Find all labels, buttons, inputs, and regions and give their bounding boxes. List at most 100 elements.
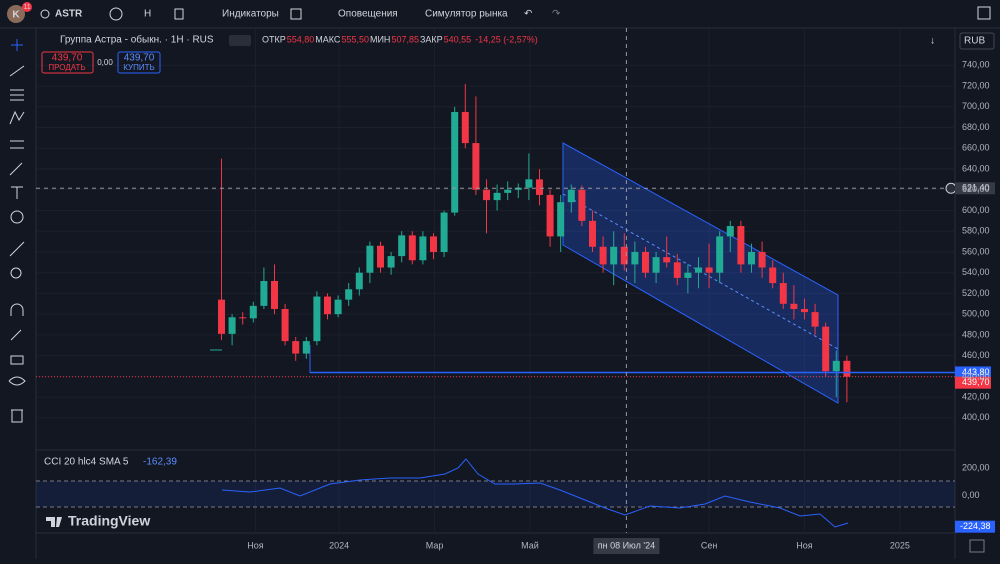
candle-body: [578, 189, 586, 221]
logo: TradingView: [68, 513, 150, 529]
pattern-tool[interactable]: [9, 110, 25, 125]
search-icon: [40, 9, 50, 19]
cci-band: [36, 481, 955, 507]
chart-type-icon[interactable]: [174, 8, 184, 20]
candle-body: [822, 326, 830, 372]
crosshair-price: 621,40: [962, 183, 990, 193]
symbol[interactable]: ASTR: [55, 9, 83, 20]
candle-body: [323, 296, 331, 315]
magnet-tool[interactable]: [10, 303, 24, 316]
sell-label: ПРОДАТЬ: [48, 63, 85, 72]
badge-count: 11: [23, 4, 30, 11]
candle-body: [610, 246, 618, 265]
left-tools: [8, 39, 26, 423]
close-label: ЗАКР: [420, 34, 443, 44]
legend-toggle[interactable]: [229, 35, 251, 46]
trash-tool[interactable]: [11, 409, 23, 423]
candle-body: [684, 272, 692, 278]
sell-button[interactable]: [41, 51, 94, 74]
forecast-tool[interactable]: [10, 140, 24, 149]
candle-body: [525, 179, 533, 188]
stay-drawing[interactable]: [10, 329, 22, 341]
avatar-letter: K: [12, 10, 20, 21]
zoom-tool[interactable]: [10, 267, 22, 279]
candle-body: [440, 212, 448, 252]
indicator-tick-label: 0,00: [962, 490, 980, 500]
lock-tool[interactable]: [10, 355, 24, 365]
candle-body: [716, 236, 724, 273]
candle-body: [504, 189, 512, 193]
candle-body: [419, 236, 427, 261]
layouts-icon[interactable]: [290, 8, 302, 20]
fib-tool[interactable]: [10, 89, 24, 101]
buy-button[interactable]: [117, 51, 161, 74]
redo[interactable]: ↷: [552, 9, 561, 20]
crosshair-time-bg: [593, 538, 660, 554]
candle-body: [376, 245, 384, 268]
price-tick-label: 740,00: [962, 60, 990, 70]
candle-body: [334, 299, 342, 315]
candle-body: [567, 189, 575, 203]
candle-body: [461, 111, 469, 144]
add-symbol[interactable]: [109, 7, 123, 21]
candle-body: [482, 189, 490, 201]
time-tick-label: 2024: [329, 540, 349, 550]
candle-body: [260, 280, 268, 306]
open-label: ОТКР: [262, 34, 286, 44]
price-tick-label: 460,00: [962, 350, 990, 360]
time-tick-label: Май: [521, 540, 539, 550]
candle-body: [779, 283, 787, 304]
last-price-label: 439,70: [962, 377, 990, 387]
trend-tool[interactable]: [9, 65, 25, 77]
candle-body: [694, 267, 702, 273]
interval[interactable]: Н: [144, 9, 151, 20]
settings-icon[interactable]: [969, 539, 985, 553]
legend-title: Группа Астра - обыкн. · 1Н · RUS: [60, 34, 214, 46]
emoji-tool[interactable]: [10, 210, 24, 224]
candle-body: [652, 257, 660, 273]
down-arrow[interactable]: ↓: [930, 36, 935, 47]
ohlc-legend: ОТКР 554,80 МАКС 555,50 МИН 507,85 ЗАКР 540,55-…: [262, 34, 538, 44]
candle-body: [790, 303, 798, 309]
candle-body: [631, 251, 639, 265]
candle-body: [249, 305, 257, 319]
candle-body: [800, 308, 808, 313]
text-tool[interactable]: [11, 186, 23, 199]
candles: [217, 83, 851, 403]
candle-body: [313, 296, 321, 342]
price-tick-label: 480,00: [962, 329, 990, 339]
candle-body: [673, 262, 681, 278]
fullscreen[interactable]: [977, 6, 991, 20]
time-tick-label: Ноя: [796, 540, 813, 550]
alerts-button[interactable]: Оповещения: [338, 9, 398, 20]
change: -14,25 (-2,57%): [475, 34, 538, 44]
undo[interactable]: ↶: [524, 9, 532, 20]
candle-body: [546, 194, 554, 237]
avatar[interactable]: [7, 5, 25, 23]
candle-body: [302, 341, 310, 354]
currency-box[interactable]: [959, 32, 995, 50]
crosshair-tool[interactable]: [11, 39, 23, 51]
currency[interactable]: RUB: [964, 36, 985, 47]
candle-body: [758, 251, 766, 268]
price-tick-label: 620,00: [962, 184, 990, 194]
ruler-tool[interactable]: [9, 241, 25, 257]
price-tick-label: 600,00: [962, 205, 990, 215]
time-tick-label: Мар: [426, 540, 444, 550]
candle-body: [726, 226, 734, 237]
price-tick-label: 540,00: [962, 267, 990, 277]
replay-button[interactable]: Симулятор рынка: [425, 9, 508, 20]
candle-body: [451, 111, 459, 213]
grid: [36, 28, 955, 533]
candle-body: [599, 246, 607, 265]
price-tick-label: 660,00: [962, 143, 990, 153]
candle-body: [832, 360, 840, 372]
time-tick-label: 2025: [890, 540, 910, 550]
brush-tool[interactable]: [9, 162, 23, 176]
indicators-button[interactable]: Индикаторы: [222, 9, 279, 20]
price-tick-label: 700,00: [962, 101, 990, 111]
candle-body: [769, 267, 777, 284]
candle-body: [387, 256, 395, 268]
price-tick-label: 640,00: [962, 163, 990, 173]
hide-tool[interactable]: [8, 376, 26, 386]
